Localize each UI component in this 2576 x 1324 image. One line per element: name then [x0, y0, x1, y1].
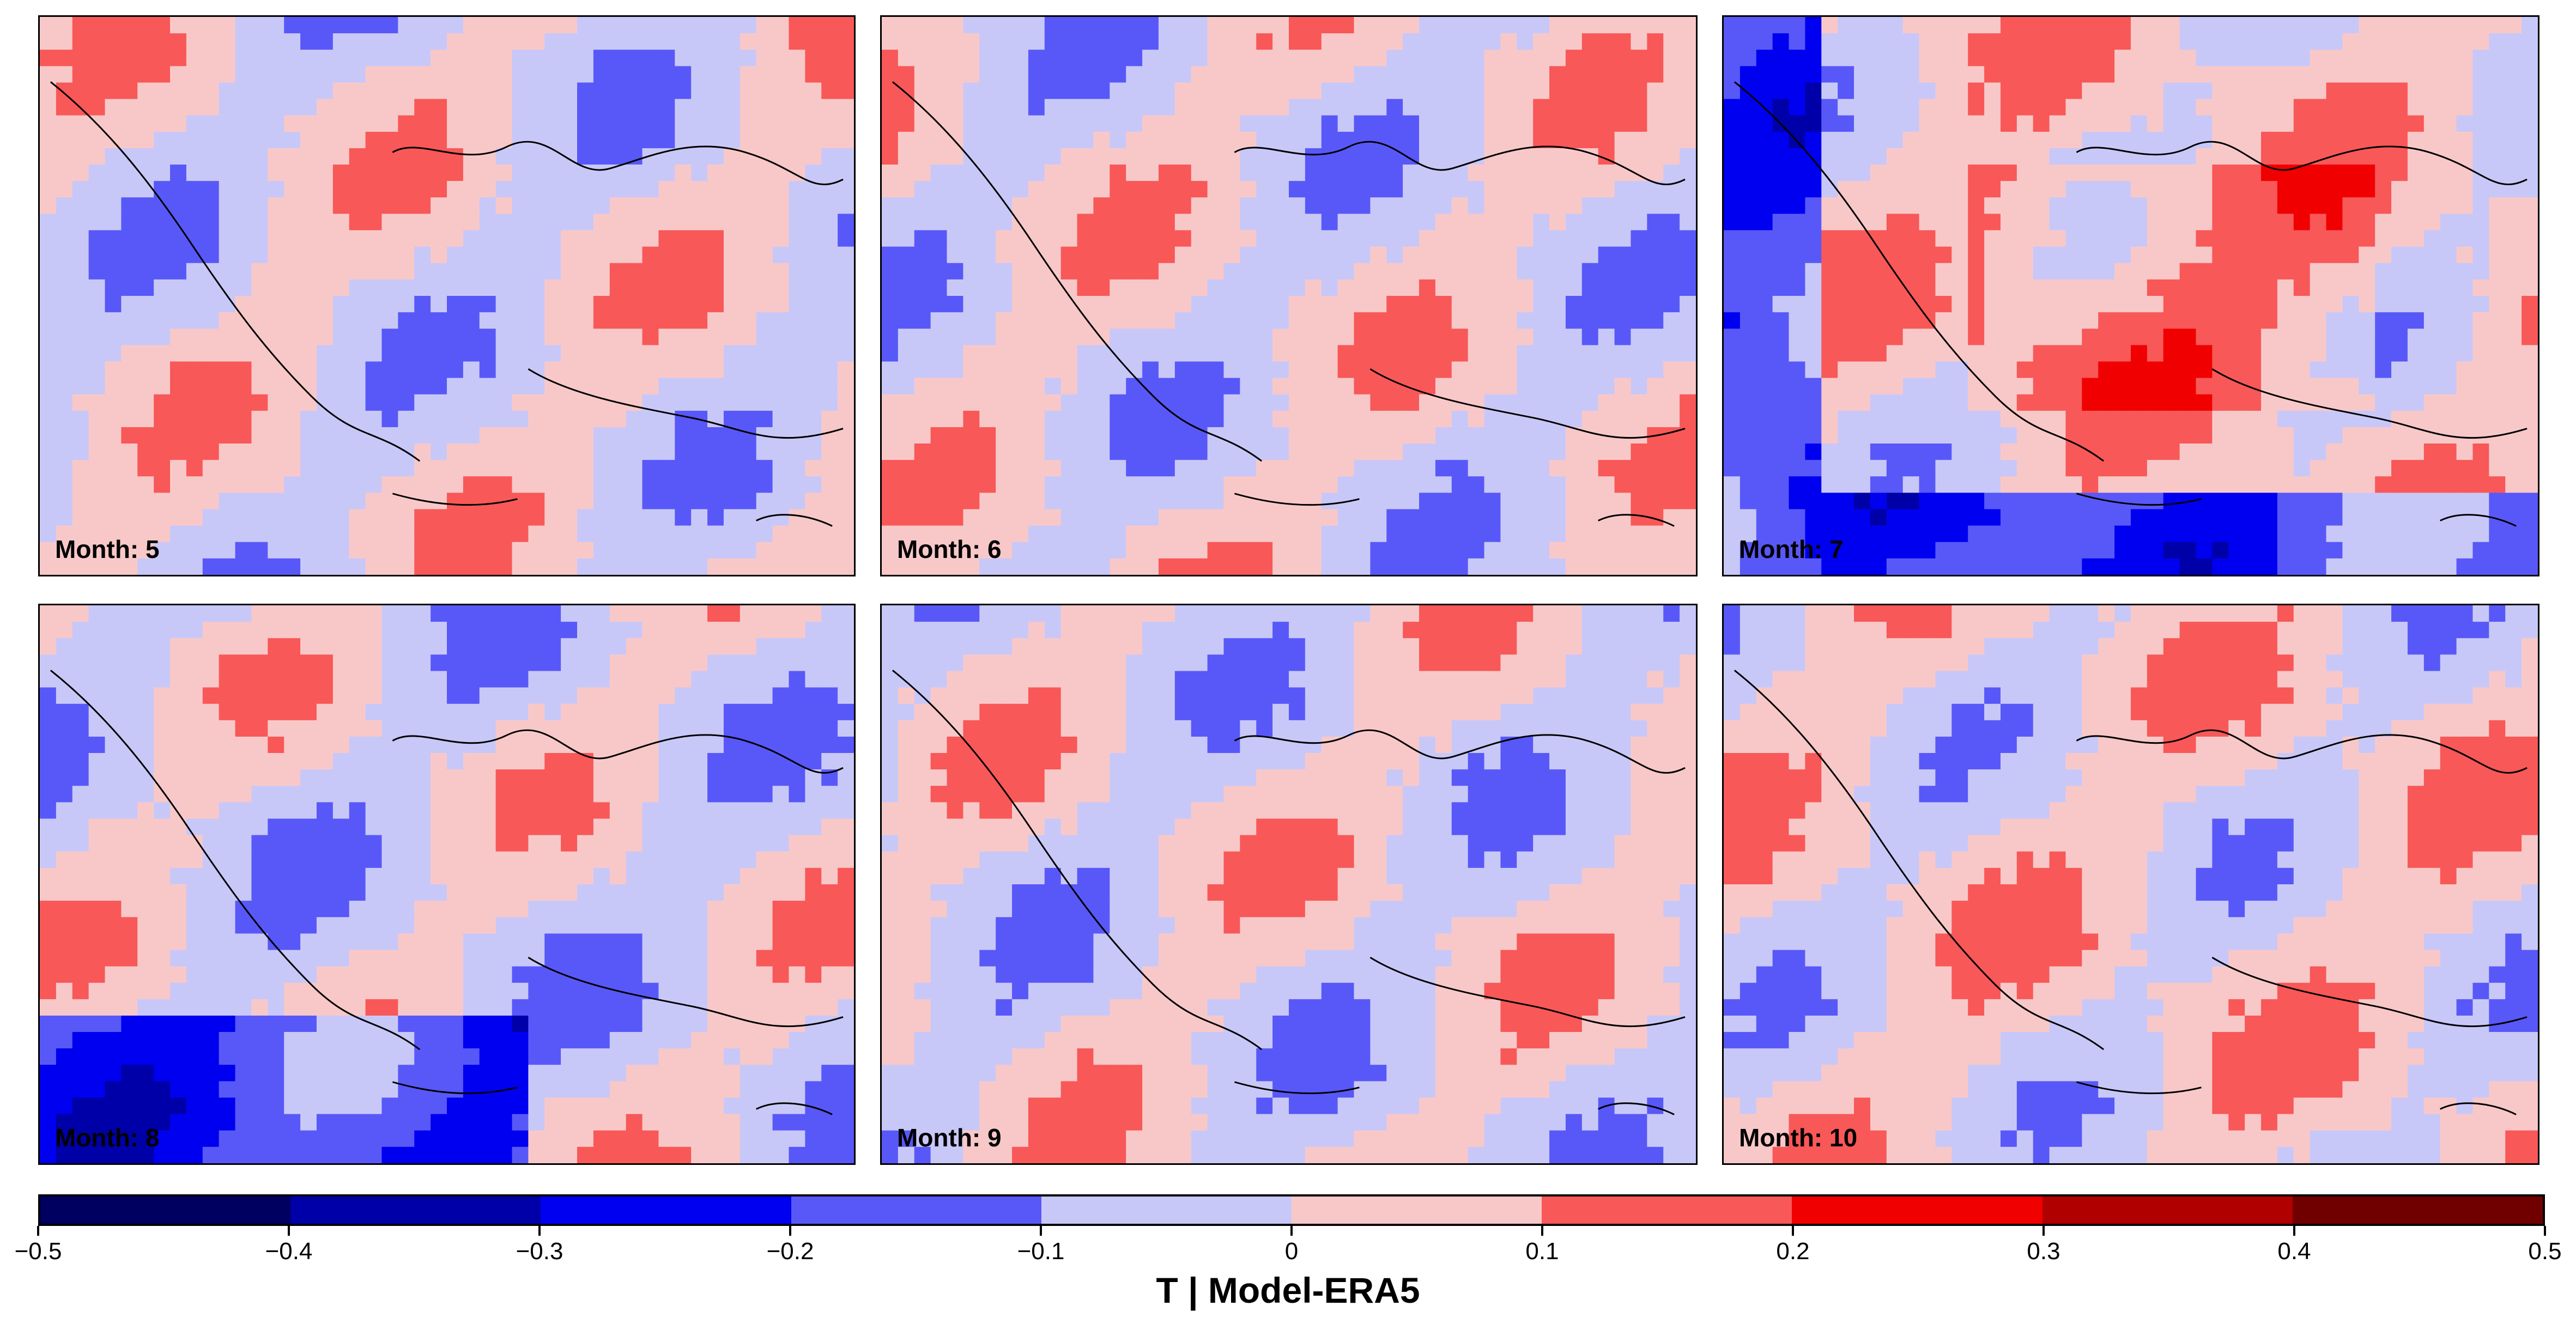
colorbar-tick-label: 0.3	[2027, 1238, 2060, 1265]
colorbar-bin-5	[1292, 1197, 1542, 1224]
anomaly-field	[1724, 17, 2538, 575]
map-panel-month-5: Month: 5	[38, 15, 856, 576]
colorbar-bin-8	[2042, 1197, 2293, 1224]
colorbar-tick-label: −0.5	[14, 1238, 62, 1265]
colorbar-tick-label: 0	[1284, 1238, 1299, 1265]
colorbar-tick-label: 0.5	[2528, 1238, 2562, 1265]
colorbar-tick	[1541, 1226, 1543, 1236]
colorbar-bin-9	[2292, 1197, 2543, 1224]
panel-label: Month: 6	[897, 535, 1002, 563]
colorbar-bin-3	[791, 1197, 1041, 1224]
colorbar-bin-0	[40, 1197, 291, 1224]
coastline	[1734, 81, 2527, 527]
panel-label: Month: 10	[1739, 1123, 1858, 1152]
colorbar-bin-4	[1041, 1197, 1292, 1224]
anomaly-field	[882, 17, 1696, 575]
colorbar-tick	[2042, 1226, 2045, 1236]
colorbar-bin-6	[1542, 1197, 1792, 1224]
colorbar-tick	[789, 1226, 791, 1236]
colorbar-tick	[37, 1226, 39, 1236]
colorbar	[38, 1194, 2545, 1226]
colorbar-bin-2	[541, 1197, 791, 1224]
colorbar-tick-label: −0.1	[1017, 1238, 1065, 1265]
map-panel-month-9: Month: 9	[880, 604, 1698, 1165]
colorbar-tick	[1040, 1226, 1042, 1236]
colorbar-tick	[1290, 1226, 1293, 1236]
coastline	[1734, 670, 2527, 1115]
coastline	[50, 670, 844, 1115]
colorbar-tick	[1792, 1226, 1794, 1236]
map-panel-month-8: Month: 8	[38, 604, 856, 1165]
colorbar-title: T | Model-ERA5	[1156, 1270, 1420, 1310]
colorbar-tick	[288, 1226, 290, 1236]
panel-label: Month: 8	[55, 1123, 160, 1152]
colorbar-tick	[538, 1226, 541, 1236]
anomaly-field	[40, 17, 854, 575]
panel-label: Month: 5	[55, 535, 160, 563]
colorbar-tick-label: −0.2	[766, 1238, 814, 1265]
anomaly-field	[882, 605, 1696, 1163]
colorbar-bin-7	[1792, 1197, 2042, 1224]
colorbar-tick-label: −0.4	[265, 1238, 313, 1265]
colorbar-tick	[2293, 1226, 2295, 1236]
map-panel-month-7: Month: 7	[1722, 15, 2539, 576]
panel-label: Month: 9	[897, 1123, 1002, 1152]
map-panel-month-6: Month: 6	[880, 15, 1698, 576]
coastline	[892, 670, 1686, 1115]
colorbar-tick-label: −0.3	[516, 1238, 563, 1265]
colorbar-tick-label: 0.1	[1525, 1238, 1559, 1265]
anomaly-field	[40, 605, 854, 1163]
coastline	[892, 81, 1686, 527]
coastline	[50, 81, 844, 527]
colorbar-bin-1	[290, 1197, 541, 1224]
panel-label: Month: 7	[1739, 535, 1844, 563]
colorbar-tick-label: 0.2	[1776, 1238, 1810, 1265]
anomaly-field	[1724, 605, 2538, 1163]
map-panel-month-10: Month: 10	[1722, 604, 2539, 1165]
colorbar-tick-label: 0.4	[2277, 1238, 2311, 1265]
colorbar-tick	[2544, 1226, 2546, 1236]
